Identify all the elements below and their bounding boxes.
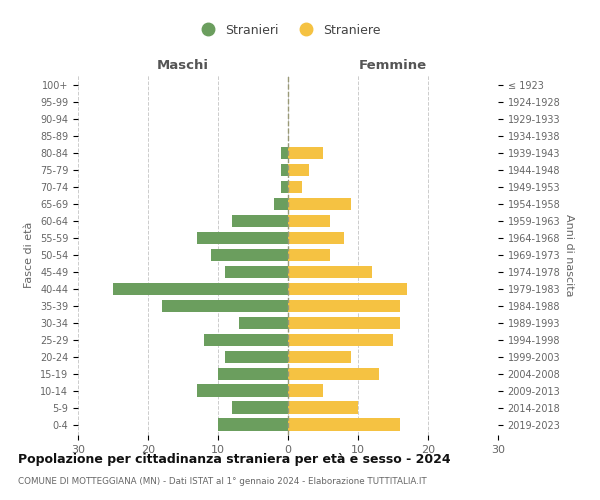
Bar: [288, 334, 393, 346]
Bar: [288, 180, 302, 194]
Bar: [218, 368, 288, 380]
Bar: [288, 316, 400, 330]
Bar: [281, 164, 288, 176]
Bar: [288, 146, 323, 160]
Text: Femmine: Femmine: [359, 58, 427, 71]
Bar: [288, 418, 400, 431]
Bar: [281, 180, 288, 194]
Bar: [162, 300, 288, 312]
Text: COMUNE DI MOTTEGGIANA (MN) - Dati ISTAT al 1° gennaio 2024 - Elaborazione TUTTIT: COMUNE DI MOTTEGGIANA (MN) - Dati ISTAT …: [18, 478, 427, 486]
Bar: [288, 214, 330, 228]
Bar: [197, 384, 288, 397]
Bar: [113, 282, 288, 296]
Bar: [288, 368, 379, 380]
Bar: [232, 214, 288, 228]
Y-axis label: Fasce di età: Fasce di età: [25, 222, 34, 288]
Bar: [288, 248, 330, 262]
Y-axis label: Anni di nascita: Anni di nascita: [565, 214, 574, 296]
Bar: [288, 232, 344, 244]
Bar: [274, 198, 288, 210]
Bar: [232, 402, 288, 414]
Text: Popolazione per cittadinanza straniera per età e sesso - 2024: Popolazione per cittadinanza straniera p…: [18, 452, 451, 466]
Legend: Stranieri, Straniere: Stranieri, Straniere: [195, 24, 381, 36]
Bar: [225, 350, 288, 364]
Bar: [239, 316, 288, 330]
Bar: [288, 402, 358, 414]
Bar: [288, 350, 351, 364]
Bar: [281, 146, 288, 160]
Text: Maschi: Maschi: [157, 58, 209, 71]
Bar: [288, 266, 372, 278]
Bar: [288, 282, 407, 296]
Bar: [218, 418, 288, 431]
Bar: [204, 334, 288, 346]
Bar: [288, 198, 351, 210]
Bar: [288, 300, 400, 312]
Bar: [288, 164, 309, 176]
Bar: [197, 232, 288, 244]
Bar: [211, 248, 288, 262]
Bar: [225, 266, 288, 278]
Bar: [288, 384, 323, 397]
